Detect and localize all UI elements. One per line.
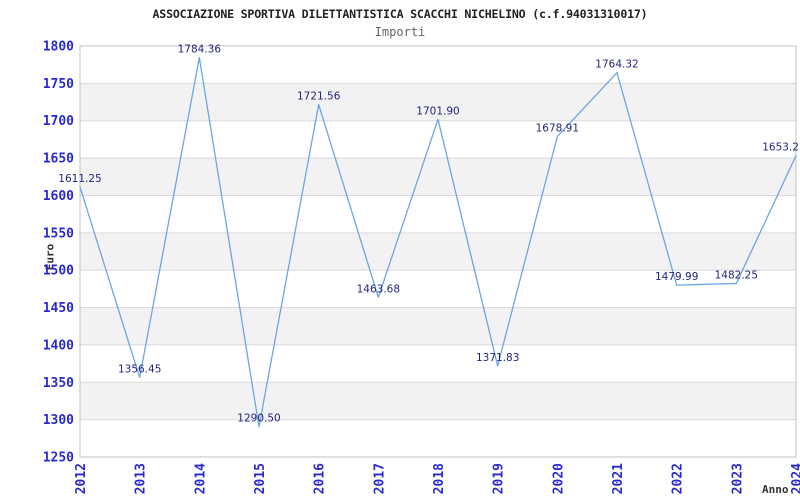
x-tick-label: 2014	[193, 463, 208, 494]
y-tick-label: 1400	[43, 338, 74, 353]
x-axis-label: Anno	[762, 483, 789, 496]
data-point-label: 1482.25	[715, 269, 758, 281]
data-point-label: 1356.45	[118, 363, 161, 375]
y-tick-label: 1450	[43, 301, 74, 316]
stripe-band	[80, 83, 796, 121]
x-tick-label: 2024	[790, 463, 800, 494]
plot-border	[79, 45, 797, 458]
data-point-label: 1479.99	[655, 271, 698, 283]
x-tick-label: 2017	[372, 463, 387, 494]
stripe-band	[80, 307, 796, 345]
data-point-label: 1653.2	[762, 142, 799, 154]
y-tick-label: 1500	[43, 264, 74, 279]
stripe-band	[80, 158, 796, 196]
data-point-label: 1371.83	[476, 352, 519, 364]
x-tick-label: 2022	[671, 463, 686, 494]
x-tick-label: 2021	[611, 463, 626, 494]
y-tick-label: 1250	[43, 451, 74, 466]
y-tick-label: 1600	[43, 189, 74, 204]
x-tick-label: 2013	[134, 463, 149, 494]
data-point-label: 1611.25	[58, 173, 101, 185]
data-point-label: 1721.56	[297, 91, 341, 103]
x-tick-label: 2015	[253, 463, 268, 494]
x-tick-label: 2023	[730, 463, 745, 494]
chart-title: ASSOCIAZIONE SPORTIVA DILETTANTISTICA SC…	[152, 7, 648, 21]
x-tick-label: 2012	[74, 463, 89, 494]
y-tick-label: 1650	[43, 152, 74, 167]
x-tick-label: 2018	[432, 463, 447, 494]
chart-subtitle: Importi	[374, 25, 426, 39]
data-point-label: 1678.91	[536, 122, 579, 134]
data-point-label: 1701.90	[416, 105, 459, 117]
x-tick-label: 2016	[313, 463, 328, 494]
data-point-label: 1463.68	[357, 283, 400, 295]
data-point-label: 1290.50	[237, 413, 280, 425]
y-tick-label: 1800	[43, 40, 74, 55]
x-tick-label: 2020	[551, 463, 566, 494]
data-line	[79, 57, 797, 428]
data-point-label: 1784.36	[178, 44, 222, 56]
stripe-band	[80, 382, 796, 420]
y-tick-label: 1750	[43, 77, 74, 92]
y-tick-label: 1350	[43, 376, 74, 391]
data-point-label: 1764.32	[595, 59, 638, 71]
stripe-band	[80, 232, 796, 271]
x-tick-label: 2019	[492, 463, 507, 494]
y-tick-label: 1300	[43, 413, 74, 428]
y-tick-label: 1550	[43, 226, 74, 241]
y-tick-label: 1700	[43, 114, 74, 129]
